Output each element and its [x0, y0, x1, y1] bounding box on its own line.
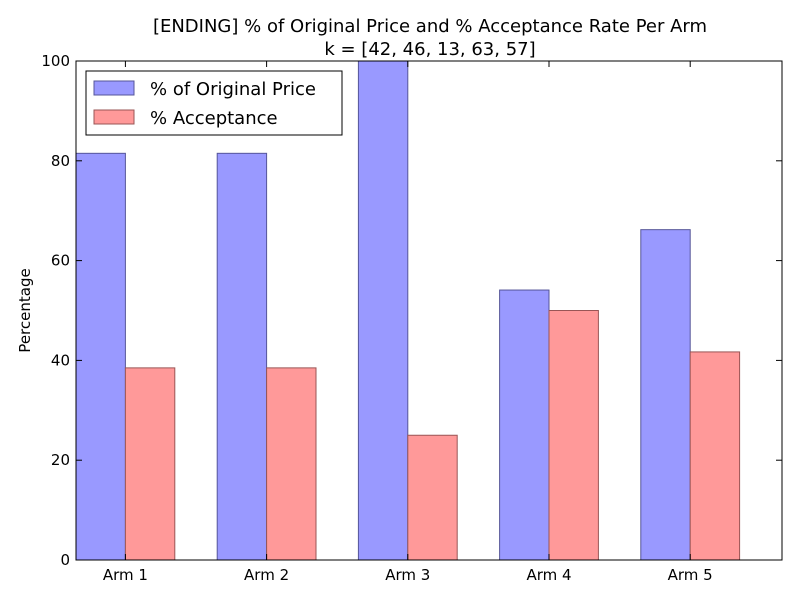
y-tick-label: 80 [51, 152, 70, 170]
bar-acceptance-arm-2 [266, 367, 317, 561]
x-tick-label: Arm 3 [385, 566, 430, 584]
ticks-layer: Arm 1 Arm 2 Arm 3 Arm 4 Arm 5 0 20 40 60 80 100 [41, 52, 782, 584]
legend-swatch-acceptance [93, 109, 135, 125]
x-tick-label: Arm 5 [668, 566, 713, 584]
y-tick-label: 0 [60, 551, 70, 569]
bar-original-price-arm-3 [357, 60, 409, 561]
bar-acceptance-arm-4 [548, 310, 599, 561]
bars-layer [75, 60, 741, 561]
x-tick-label: Arm 1 [103, 566, 148, 584]
y-tick-label: 100 [41, 52, 70, 70]
legend-swatch-original-price [93, 80, 135, 96]
legend: % of Original Price % Acceptance [85, 70, 343, 136]
bar-original-price-arm-2 [216, 152, 268, 561]
x-tick-label: Arm 2 [244, 566, 289, 584]
bar-original-price-arm-4 [499, 289, 550, 561]
bar-acceptance-arm-5 [689, 351, 741, 561]
bar-original-price-arm-5 [640, 229, 691, 561]
y-tick-label: 60 [51, 252, 70, 270]
y-axis-label: Percentage [16, 268, 34, 352]
y-tick-label: 20 [51, 451, 70, 469]
legend-label-original-price: % of Original Price [150, 79, 316, 100]
bar-acceptance-arm-1 [124, 367, 176, 561]
bar-acceptance-arm-3 [407, 434, 458, 561]
chart-title: [ENDING] % of Original Price and % Accep… [153, 16, 707, 37]
y-tick-label: 40 [51, 351, 70, 369]
legend-label-acceptance: % Acceptance [150, 108, 278, 129]
chart-subtitle: k = [42, 46, 13, 63, 57] [324, 39, 535, 60]
x-tick-label: Arm 4 [526, 566, 571, 584]
bar-original-price-arm-1 [75, 152, 126, 561]
plot-frame [75, 60, 783, 561]
